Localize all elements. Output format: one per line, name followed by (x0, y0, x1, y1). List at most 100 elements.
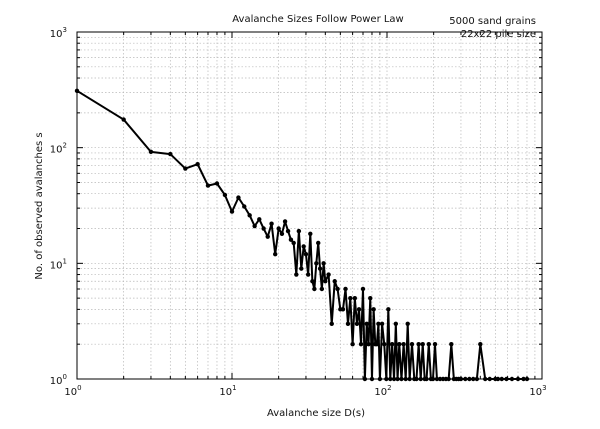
data-point (348, 295, 353, 301)
data-point (467, 376, 472, 382)
data-point (257, 217, 262, 222)
data-point (305, 272, 311, 277)
data-point (420, 341, 425, 347)
svg-text:102: 102 (374, 384, 391, 398)
data-point (214, 181, 220, 186)
data-point (414, 376, 419, 382)
axis-ticks (76, 31, 543, 380)
data-point (471, 376, 476, 382)
data-point (314, 261, 319, 266)
data-point (321, 261, 326, 266)
data-point (236, 195, 241, 200)
series-group (74, 88, 530, 382)
x-axis-label: Avalanche size D(s) (267, 408, 365, 419)
data-point (279, 231, 285, 237)
data-point (332, 279, 337, 284)
data-point (329, 321, 334, 327)
y-tick-label: 103 (50, 26, 67, 40)
data-point (401, 341, 406, 347)
x-tick-label: 102 (374, 384, 391, 398)
data-point (148, 149, 154, 155)
data-point (303, 251, 309, 257)
data-point (389, 341, 395, 347)
series-line (76, 89, 527, 380)
data-point (340, 307, 346, 312)
data-point (317, 266, 323, 271)
svg-text:101: 101 (219, 384, 236, 398)
data-point (374, 341, 380, 347)
data-point (183, 166, 188, 171)
data-point (269, 221, 274, 226)
annotation-pile-size: 22x22 pile size (461, 29, 536, 40)
data-point (296, 228, 302, 234)
y-axis-label: No. of observed avalanches s (34, 132, 45, 279)
data-point (391, 376, 397, 382)
data-point (366, 341, 371, 347)
data-point (434, 376, 440, 382)
data-point (369, 376, 375, 382)
data-point (426, 341, 431, 347)
data-point (265, 234, 270, 239)
data-point (358, 341, 364, 347)
y-tick-label: 102 (50, 142, 67, 156)
svg-text:103: 103 (50, 26, 67, 40)
data-point (312, 286, 317, 292)
data-point (252, 223, 257, 229)
data-point (276, 226, 281, 231)
data-point (521, 376, 526, 382)
data-point (356, 307, 362, 312)
data-point (495, 376, 501, 382)
data-point (384, 376, 389, 382)
data-point (288, 237, 294, 242)
svg-text:101: 101 (50, 257, 67, 271)
data-point (379, 321, 385, 327)
y-tick-label: 101 (50, 257, 67, 271)
data-point (261, 226, 266, 231)
data-point (354, 321, 360, 327)
data-point (458, 376, 464, 382)
svg-text:102: 102 (50, 142, 67, 156)
data-point (418, 376, 423, 382)
data-point (416, 341, 421, 347)
data-point (326, 272, 331, 277)
data-point (424, 376, 429, 382)
data-point (449, 341, 454, 347)
data-point (478, 341, 483, 347)
data-point (352, 295, 358, 301)
data-point (229, 209, 235, 214)
data-point (405, 321, 410, 327)
data-point (195, 161, 200, 167)
data-point (382, 341, 387, 347)
plot-area-frame (76, 31, 543, 380)
data-point (362, 376, 368, 382)
data-point (432, 341, 438, 347)
data-point (368, 295, 373, 301)
data-point (242, 204, 247, 209)
data-point (168, 151, 173, 157)
data-point (499, 376, 504, 382)
data-point (285, 228, 291, 234)
data-point (291, 240, 296, 246)
data-point (343, 286, 348, 292)
data-point (393, 321, 399, 327)
data-point (121, 117, 126, 122)
data-point (360, 286, 366, 292)
data-point (399, 376, 404, 382)
data-point (364, 321, 369, 327)
data-point (446, 376, 451, 382)
tick-labels: 100 101 102 103 100 101 102 103 (50, 26, 547, 398)
data-point (301, 244, 306, 249)
data-point (397, 341, 402, 347)
data-point (504, 376, 509, 382)
data-point (376, 321, 381, 327)
data-point (377, 376, 383, 382)
data-point (430, 376, 436, 382)
x-tick-label: 101 (219, 384, 236, 398)
data-point (350, 341, 355, 347)
data-point (222, 192, 228, 198)
data-point (474, 376, 480, 382)
data-point (294, 272, 299, 277)
svg-text:100: 100 (50, 373, 67, 387)
annotation-grains: 5000 sand grains (449, 16, 536, 27)
